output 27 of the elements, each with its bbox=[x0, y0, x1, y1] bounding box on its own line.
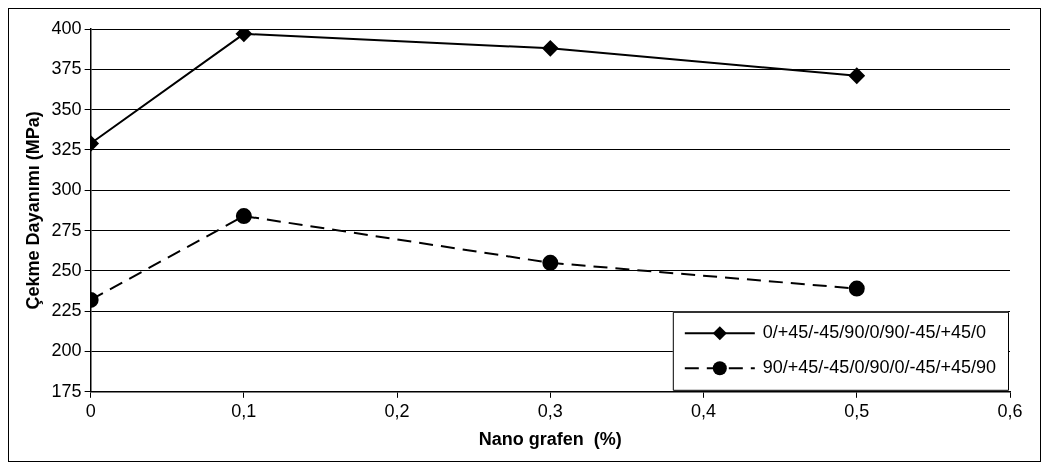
y-tick-label: 350 bbox=[51, 98, 82, 119]
point bbox=[235, 208, 252, 225]
x-tick-label: 0,2 bbox=[384, 400, 410, 421]
legend-label: 90/+45/-45/0/90/0/-45/+45/90 bbox=[762, 357, 997, 378]
x-tick-label: 0,1 bbox=[231, 400, 257, 421]
x-tick-label: 0,5 bbox=[844, 400, 870, 421]
x-axis-title: Nano grafen (%) bbox=[478, 429, 622, 450]
y-tick-label: 400 bbox=[51, 17, 82, 38]
legend-label: 0/+45/-45/90/0/90/-45/+45/0 bbox=[762, 322, 986, 343]
y-tick-label: 375 bbox=[51, 58, 82, 79]
y-tick-label: 200 bbox=[51, 340, 82, 361]
point bbox=[235, 29, 252, 42]
y-tick-label: 250 bbox=[51, 259, 82, 280]
point bbox=[848, 67, 865, 84]
y-tick-label: 325 bbox=[51, 138, 82, 159]
y-tick-label: 275 bbox=[51, 219, 82, 240]
x-tick-label: 0,3 bbox=[537, 400, 563, 421]
y-tick-label: 300 bbox=[51, 179, 82, 200]
point bbox=[542, 40, 559, 57]
y-tick-label: 225 bbox=[51, 300, 82, 321]
point bbox=[542, 254, 559, 271]
y-tick-label: 175 bbox=[51, 380, 82, 401]
x-tick-label: 0,6 bbox=[997, 400, 1023, 421]
y-axis-title: Çekme Dayanımı (MPa) bbox=[22, 111, 43, 310]
x-tick-label: 0,4 bbox=[691, 400, 717, 421]
x-tick-label: 0 bbox=[85, 400, 96, 421]
point bbox=[848, 280, 865, 297]
